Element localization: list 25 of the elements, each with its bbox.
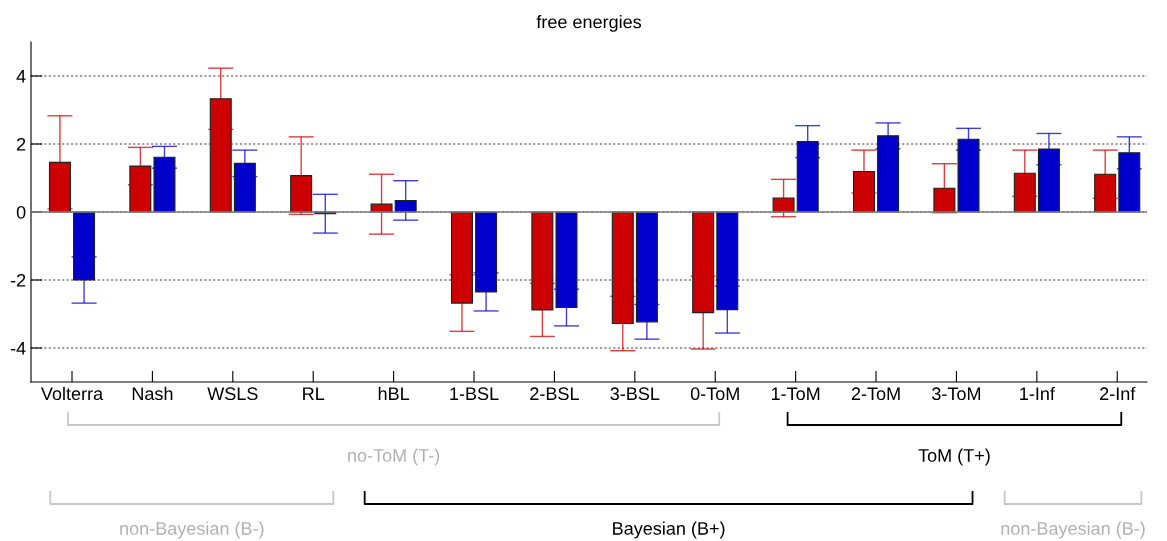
x-tick-label: 0-ToM [690, 387, 739, 401]
y-tick-label: -4 [10, 342, 26, 355]
x-tick-label: RL [303, 387, 325, 400]
text: non-Bayesian (B-) [1001, 521, 1145, 539]
text: ToM (T+) [918, 448, 990, 466]
chart-title: free energies [536, 15, 642, 32]
x-tick-label: hBL [378, 386, 410, 400]
x-tick-label: Volterra [40, 386, 104, 401]
text: non-Bayesian (B-) [120, 521, 264, 539]
y-tick-label: 0 [16, 205, 26, 219]
x-tick-label: Nash [132, 386, 173, 401]
x-tick-label: 1-Inf [1020, 386, 1055, 400]
text: Bayesian (B+) [613, 521, 725, 539]
y-tick-label: 2 [17, 137, 26, 151]
x-tick-label: 1-BSL [450, 387, 499, 401]
x-tick-label: 3-ToM [932, 387, 981, 401]
y-tick-label: 4 [16, 70, 26, 83]
x-tick-label: 2-BSL [530, 387, 579, 401]
x-tick-label: WSLS [207, 387, 258, 401]
x-tick-label: 2-ToM [851, 387, 900, 401]
text: no-ToM (T-) [348, 448, 440, 466]
x-tick-label: 2-Inf [1100, 386, 1136, 400]
x-tick-label: 1-ToM [771, 387, 820, 401]
x-tick-label: 3-BSL [610, 387, 660, 401]
y-tick-label: -2 [10, 273, 26, 287]
